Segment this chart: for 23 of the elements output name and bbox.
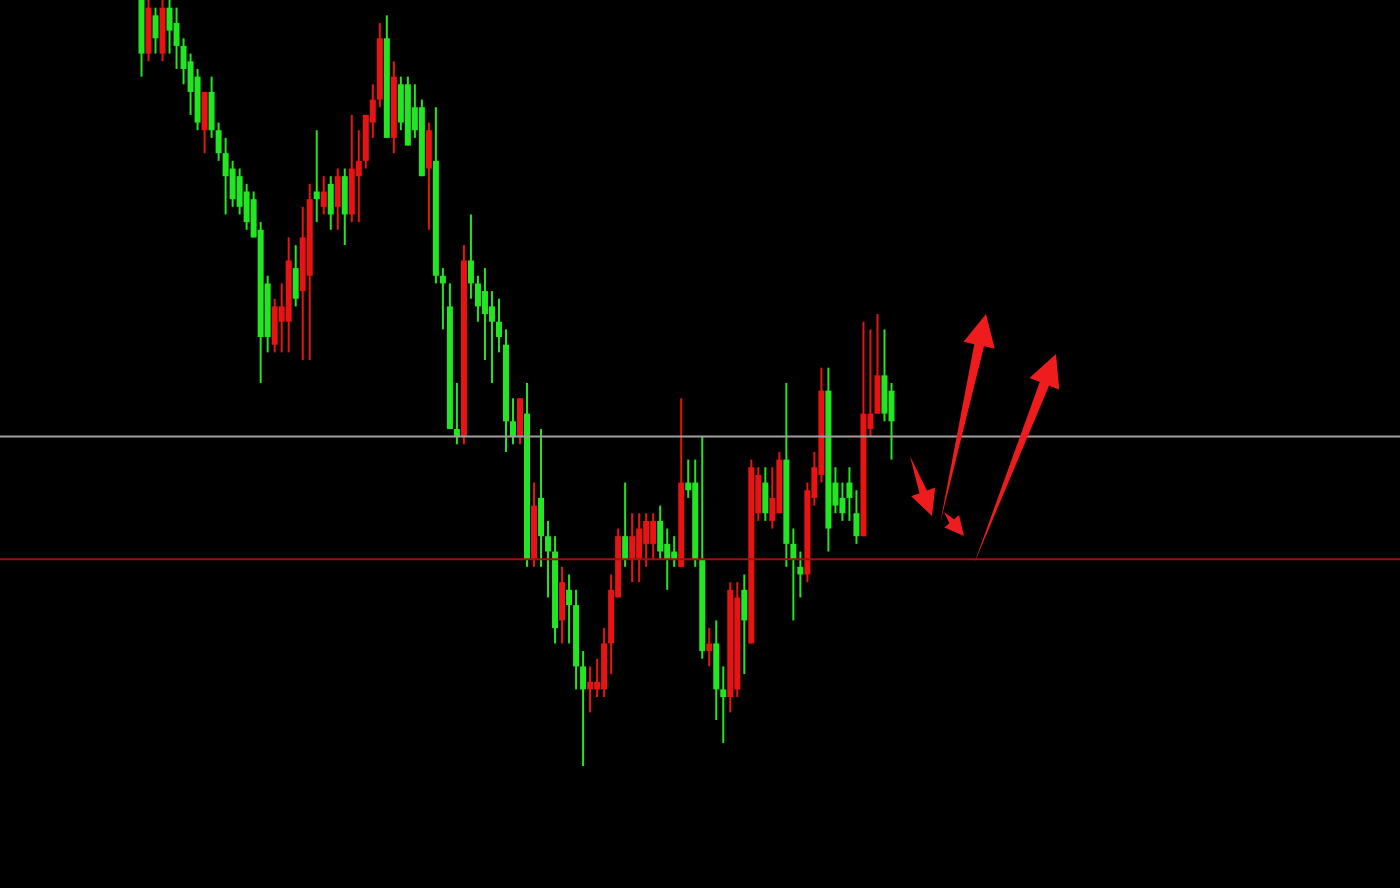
candlestick [425, 121, 432, 231]
candlestick [320, 175, 327, 216]
candlestick [559, 565, 566, 645]
candlestick [201, 90, 208, 155]
candlestick [741, 573, 748, 676]
candlestick [622, 481, 629, 568]
candlestick [650, 512, 657, 561]
candlestick [313, 129, 320, 224]
candlestick [334, 167, 341, 231]
candlestick [517, 397, 523, 446]
candlestick [636, 512, 643, 584]
candlestick [348, 113, 355, 224]
candlestick [292, 244, 299, 308]
candlestick [341, 167, 348, 247]
candlestick [706, 627, 713, 668]
candlestick [145, 0, 152, 63]
candlestick [152, 6, 159, 55]
candlestick [327, 175, 334, 231]
candlestick [587, 665, 594, 714]
candlestick [629, 512, 636, 584]
candlestick [159, 0, 166, 63]
candlestick [762, 466, 769, 522]
candlestick [769, 466, 776, 530]
